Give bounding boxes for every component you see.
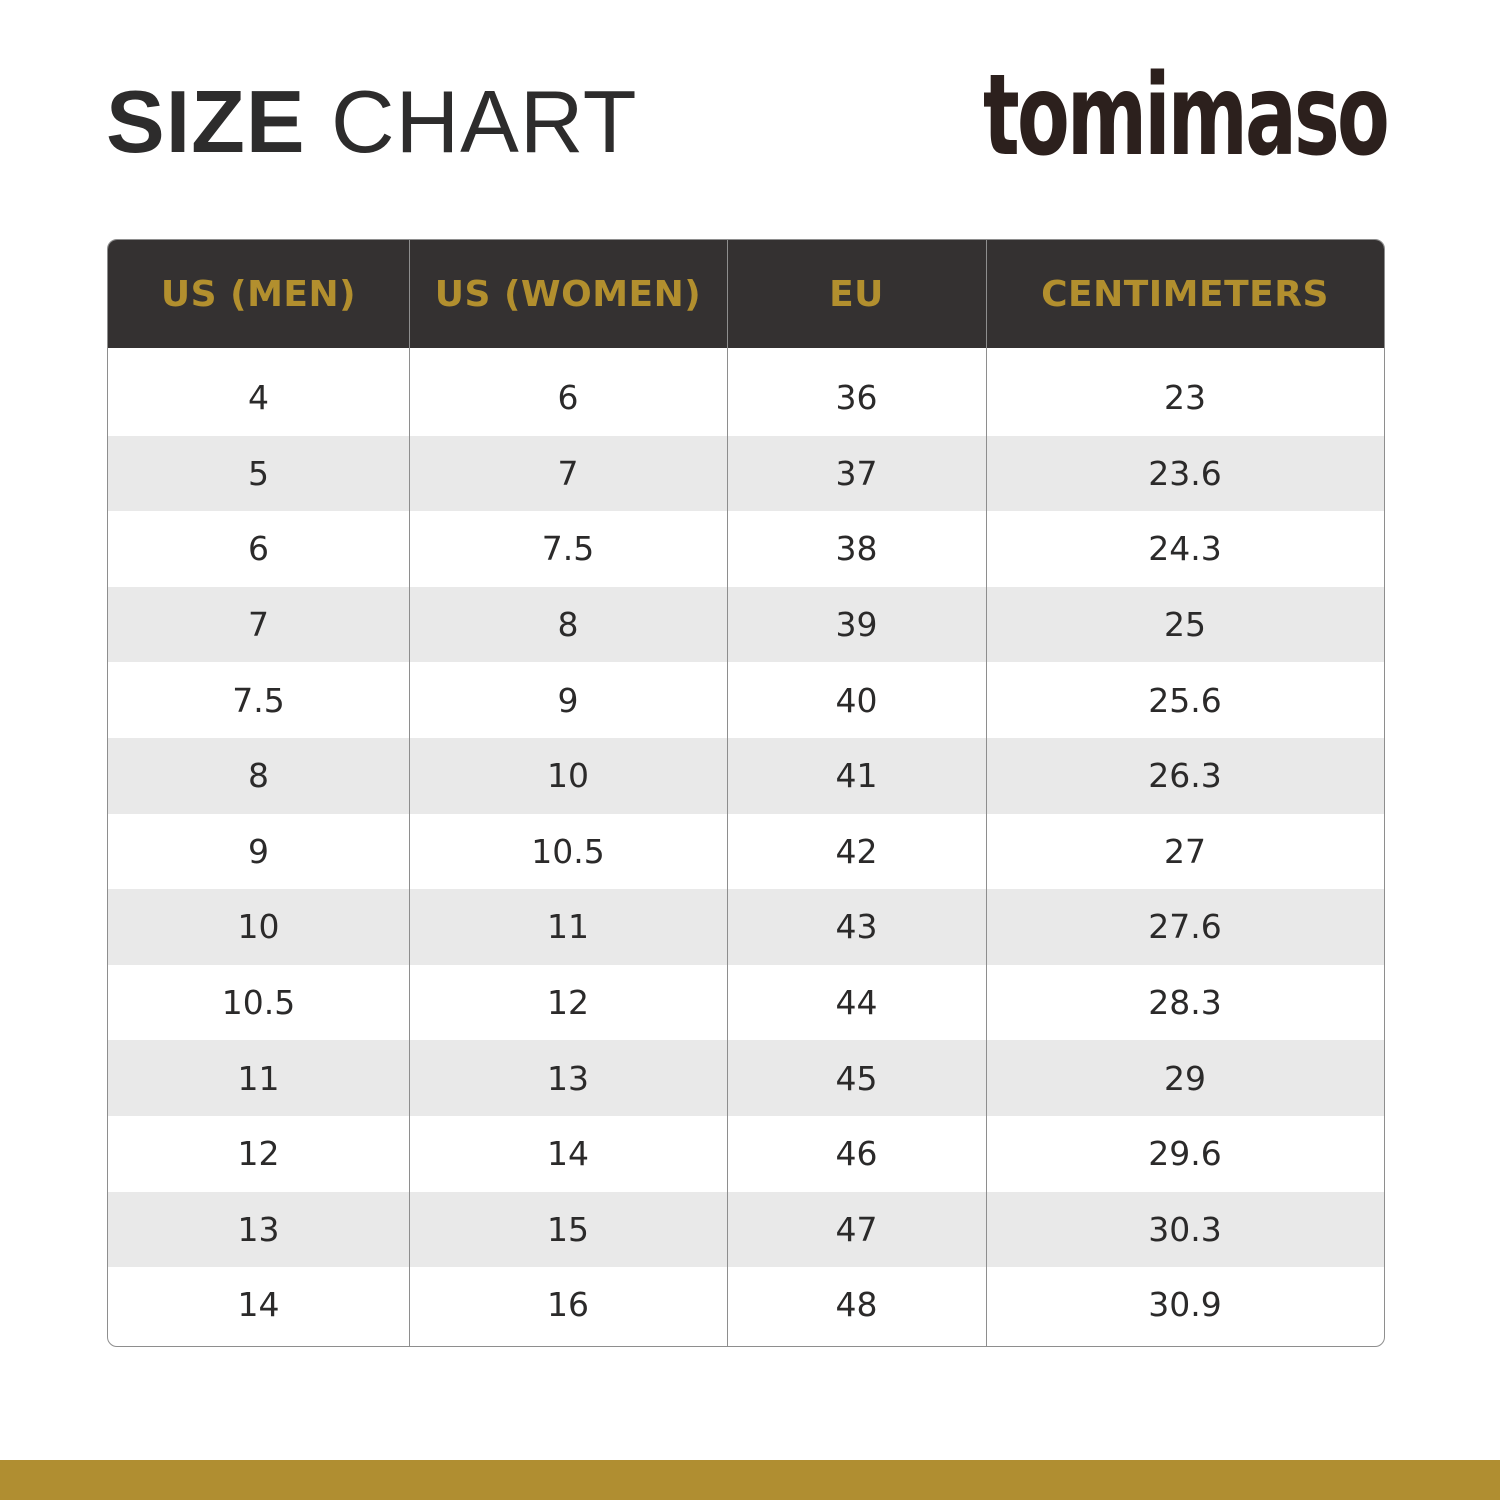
table-row: 5 7 37 23.6 [108,435,1384,512]
table-row: 14 16 48 30.9 [108,1267,1384,1343]
title-light-word: CHART [331,72,638,171]
cell-us-men: 7.5 [232,680,285,720]
cell-us-women: 10 [547,756,589,796]
table-row: 6 7.5 38 24.3 [108,511,1384,587]
cell-us-men: 12 [237,1134,280,1174]
cell-centimeters: 29.6 [1148,1134,1222,1174]
cell-us-men: 5 [248,453,269,493]
cell-us-women: 7.5 [541,529,595,569]
cell-eu: 48 [835,1285,878,1325]
cell-eu: 41 [835,756,878,796]
table-row: 7.5 9 40 25.6 [108,662,1384,738]
table-row: 12 14 46 29.6 [108,1116,1384,1192]
column-divider [727,240,728,1346]
table-row: 10 11 43 27.6 [108,889,1384,965]
cell-us-women: 6 [557,378,579,418]
cell-eu: 45 [835,1058,878,1098]
size-chart-table: US (MEN) US (WOMEN) EU CENTIMETERS 4 6 36 2… [107,239,1385,1347]
cell-us-men: 4 [248,378,269,418]
brand-logo-text: tomimaso [983,56,1387,160]
column-divider [986,240,987,1346]
table-row: 11 13 45 29 [108,1040,1384,1116]
cell-centimeters: 26.3 [1148,756,1222,796]
table-row: 8 10 41 26.3 [108,738,1384,814]
cell-us-men: 14 [237,1285,280,1325]
cell-us-women: 15 [547,1209,589,1249]
table-row: 7 8 39 25 [108,586,1384,663]
cell-us-women: 14 [547,1134,589,1174]
cell-centimeters: 23.6 [1148,453,1222,493]
cell-us-men: 11 [237,1058,280,1098]
table-row: 13 15 47 30.3 [108,1191,1384,1268]
column-header-centimeters: CENTIMETERS [1041,273,1329,315]
cell-us-women: 10.5 [531,831,605,871]
cell-us-men: 10.5 [221,983,296,1023]
cell-us-men: 9 [248,831,269,871]
cell-eu: 46 [835,1134,878,1174]
cell-us-women: 16 [547,1285,589,1325]
cell-us-women: 11 [547,907,589,947]
brand-logo: tomimaso [983,56,1391,160]
column-divider [409,240,410,1346]
page-title: SIZE CHART [106,78,638,166]
header-spacer [108,348,1384,360]
table-row: 9 10.5 42 27 [108,814,1384,890]
column-header-us-women: US (WOMEN) [434,273,702,315]
cell-centimeters: 23 [1164,378,1206,418]
table-row: 10.5 12 44 28.3 [108,965,1384,1041]
cell-us-women: 9 [557,680,579,720]
cell-centimeters: 28.3 [1148,983,1222,1023]
cell-us-men: 8 [248,756,269,796]
cell-eu: 39 [835,605,878,645]
cell-centimeters: 27 [1164,831,1206,871]
column-header-eu: EU [829,273,884,315]
cell-us-men: 13 [237,1209,280,1249]
cell-centimeters: 24.3 [1148,529,1222,569]
title-bold-word: SIZE [106,72,306,171]
cell-eu: 47 [835,1209,878,1249]
cell-us-women: 12 [547,983,589,1023]
cell-us-men: 10 [237,907,280,947]
cell-us-women: 8 [557,605,579,645]
cell-eu: 43 [835,907,878,947]
cell-centimeters: 30.9 [1148,1285,1222,1325]
column-header-us-men: US (MEN) [160,273,357,315]
cell-us-women: 13 [547,1058,589,1098]
table-row: 4 6 36 23 [108,360,1384,436]
cell-centimeters: 25.6 [1148,680,1222,720]
cell-eu: 36 [835,378,878,418]
cell-eu: 44 [835,983,878,1023]
cell-us-men: 7 [248,605,269,645]
cell-centimeters: 25 [1164,605,1206,645]
cell-eu: 38 [835,529,878,569]
cell-centimeters: 27.6 [1148,907,1222,947]
cell-eu: 37 [835,453,878,493]
cell-centimeters: 30.3 [1148,1209,1222,1249]
cell-us-women: 7 [557,453,579,493]
table-header-row: US (MEN) US (WOMEN) EU CENTIMETERS [108,240,1384,348]
cell-centimeters: 29 [1164,1058,1206,1098]
cell-eu: 40 [835,680,878,720]
cell-us-men: 6 [248,529,269,569]
bottom-accent-band [0,1460,1500,1500]
cell-eu: 42 [835,831,878,871]
